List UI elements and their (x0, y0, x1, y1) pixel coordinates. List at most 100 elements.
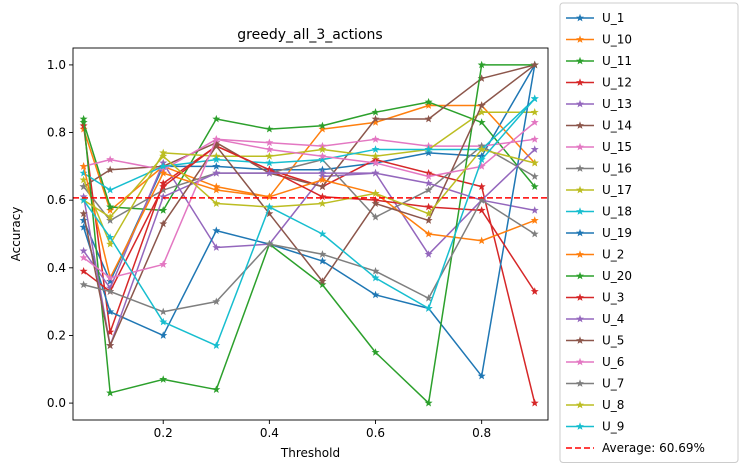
y-tick-label-4: 0.8 (47, 126, 66, 140)
legend-item-U_15: U_15 (566, 140, 632, 154)
data-point-U_11-7 (424, 97, 433, 106)
data-point-U_6-4 (265, 145, 274, 153)
y-tick-label-0: 0.0 (47, 396, 66, 410)
data-point-U_13-7 (424, 250, 433, 258)
data-point-U_20-7 (424, 398, 433, 407)
data-point-U_17-6 (371, 152, 380, 160)
legend-item-U_20: U_20 (566, 269, 632, 283)
data-point-U_18-7 (424, 145, 433, 153)
data-point-U_1-1 (106, 277, 115, 285)
y-tick-label-3: 0.6 (47, 193, 66, 207)
plot-area (73, 60, 548, 407)
legend-label: U_4 (602, 312, 624, 326)
data-point-U_19-2 (159, 331, 168, 339)
data-point-U_13-0 (79, 246, 88, 255)
series-line-U_3 (83, 145, 536, 293)
legend-label: U_3 (602, 291, 624, 305)
data-point-U_20-0 (79, 114, 88, 123)
data-point-U_1-0 (79, 216, 88, 224)
data-point-U_16-7 (424, 185, 433, 194)
legend-label-average: Average: 60.69% (602, 441, 705, 455)
data-point-U_18-3 (212, 155, 221, 163)
legend-item-U_12: U_12 (566, 76, 632, 90)
series-line-U_18 (83, 98, 536, 191)
data-point-U_9-5 (318, 229, 327, 238)
legend-swatch-marker (576, 13, 584, 22)
data-point-U_16-1 (106, 216, 115, 224)
data-point-U_2-3 (212, 185, 221, 194)
legend-swatch-marker (576, 400, 584, 409)
data-point-U_6-3 (212, 135, 221, 143)
data-point-U_2-7 (424, 229, 433, 238)
data-point-U_4-5 (318, 168, 327, 177)
data-point-U_17-4 (265, 152, 274, 160)
data-point-U_5-2 (159, 219, 168, 228)
legend-swatch-marker (576, 422, 584, 430)
data-point-U_7-9 (530, 229, 539, 238)
y-tick-label-1: 0.2 (47, 328, 66, 342)
data-point-U_8-5 (318, 199, 327, 207)
legend-item-U_1: U_1 (566, 11, 624, 25)
data-point-U_18-1 (106, 185, 115, 194)
data-point-U_20-8 (477, 60, 486, 69)
data-point-U_6-5 (318, 152, 327, 160)
data-point-U_13-3 (212, 243, 221, 251)
data-point-U_8-1 (106, 212, 115, 221)
data-point-U_1-3 (212, 162, 221, 170)
legend-label: U_14 (602, 119, 632, 133)
series-line-U_15 (83, 138, 535, 171)
legend-label: U_15 (602, 140, 632, 154)
legend-swatch-marker (576, 336, 584, 344)
data-point-U_18-6 (371, 145, 380, 153)
data-point-U_18-5 (318, 155, 327, 163)
data-point-U_12-1 (106, 327, 115, 336)
data-point-U_3-7 (424, 202, 433, 211)
legend-label: U_16 (602, 162, 632, 176)
data-point-U_8-3 (212, 199, 221, 207)
data-point-U_16-0 (79, 182, 88, 191)
legend-label: U_2 (602, 248, 624, 262)
data-point-U_9-4 (265, 202, 274, 211)
data-point-U_3-8 (477, 206, 486, 214)
legend-swatch-marker (576, 99, 584, 108)
legend-swatch-marker (576, 314, 584, 323)
legend-item-average: Average: 60.69% (566, 441, 705, 455)
data-point-U_2-4 (265, 192, 274, 201)
data-point-U_14-7 (424, 114, 433, 123)
data-point-U_14-5 (318, 182, 327, 191)
y-tick-label-5: 1.0 (47, 58, 66, 72)
data-point-U_2-2 (159, 168, 168, 177)
data-point-U_5-1 (106, 341, 115, 349)
data-point-U_5-9 (530, 60, 539, 69)
data-point-U_11-1 (106, 202, 115, 211)
data-point-U_5-3 (212, 141, 221, 150)
legend-label: U_1 (602, 11, 624, 25)
data-point-U_5-7 (424, 216, 433, 224)
legend-swatch-marker (576, 78, 584, 86)
legend-item-U_5: U_5 (566, 334, 624, 348)
series-U_5 (79, 60, 539, 349)
data-point-U_5-6 (371, 199, 380, 207)
data-point-U_8-8 (477, 145, 486, 153)
data-point-U_4-2 (159, 192, 168, 201)
series-line-U_12 (82, 125, 536, 404)
data-point-U_4-6 (371, 168, 380, 177)
legend-item-U_8: U_8 (566, 398, 624, 412)
data-point-U_7-5 (318, 250, 327, 258)
data-point-U_11-6 (371, 108, 380, 116)
legend-swatch-marker (576, 164, 584, 172)
data-point-U_17-5 (318, 145, 327, 153)
data-point-U_14-1 (106, 165, 115, 174)
legend-box (559, 2, 739, 463)
data-point-U_6-1 (106, 273, 115, 282)
data-point-U_15-1 (106, 155, 115, 163)
data-point-U_7-7 (424, 294, 433, 302)
data-point-U_6-6 (371, 158, 380, 167)
data-point-U_11-5 (318, 121, 327, 130)
data-point-U_17-9 (530, 108, 539, 116)
data-point-U_9-0 (79, 195, 88, 204)
data-point-U_7-2 (159, 307, 168, 316)
legend-label: U_20 (602, 269, 632, 283)
data-point-U_14-8 (477, 74, 486, 82)
legend-swatch-marker (576, 185, 584, 194)
